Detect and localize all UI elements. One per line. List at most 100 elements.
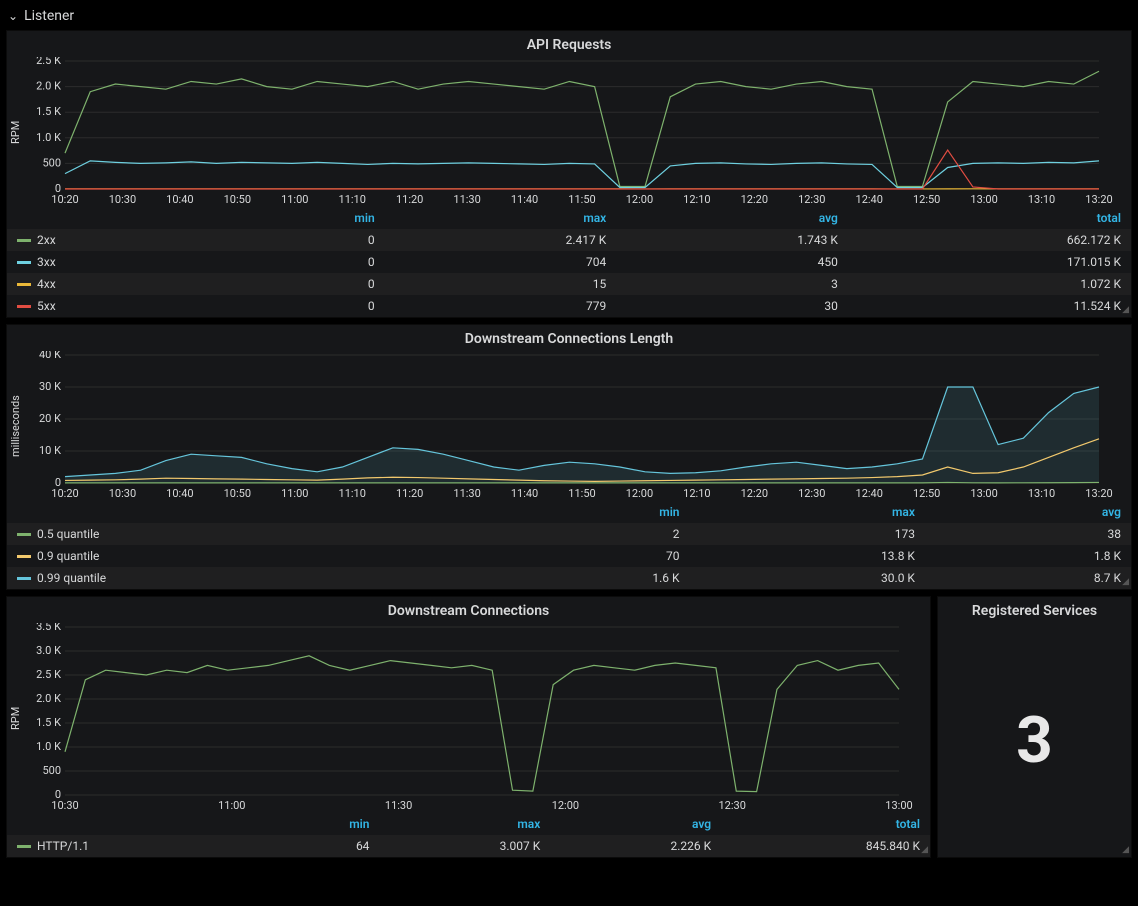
y-axis-label: milliseconds	[7, 351, 25, 501]
svg-text:10:20: 10:20	[51, 193, 78, 206]
panel-api-requests[interactable]: API Requests RPM 05001.0 K1.5 K2.0 K2.5 …	[6, 30, 1132, 318]
series-swatch	[17, 533, 31, 536]
svg-text:2.5 K: 2.5 K	[36, 668, 61, 681]
legend-header: avg	[550, 813, 721, 835]
resize-handle-icon[interactable]: ◢	[1122, 845, 1129, 855]
svg-text:3.5 K: 3.5 K	[36, 623, 61, 633]
svg-text:10:40: 10:40	[166, 193, 193, 206]
resize-handle-icon[interactable]: ◢	[1122, 305, 1129, 315]
svg-text:10:30: 10:30	[109, 487, 136, 500]
svg-text:11:00: 11:00	[281, 193, 308, 206]
series-label: 4xx	[37, 277, 56, 291]
legend-value: 779	[385, 295, 617, 317]
legend-row[interactable]: 0.5 quantile217338	[7, 523, 1131, 545]
svg-text:10 K: 10 K	[39, 444, 61, 457]
legend-row[interactable]: 2xx02.417 K1.743 K662.172 K	[7, 229, 1131, 251]
legend-row[interactable]: 3xx0704450171.015 K	[7, 251, 1131, 273]
chart-downstream-length[interactable]: 010 K20 K30 K40 K10:2010:3010:4010:5011:…	[25, 351, 1131, 501]
svg-text:40 K: 40 K	[39, 351, 61, 361]
panel-downstream-connections[interactable]: Downstream Connections RPM 05001.0 K1.5 …	[6, 596, 931, 858]
legend-value: 30	[616, 295, 848, 317]
svg-text:12:30: 12:30	[798, 487, 825, 500]
legend-table: minmaxavgtotal HTTP/1.1643.007 K2.226 K8…	[7, 813, 930, 857]
legend-value: 450	[616, 251, 848, 273]
legend-header: avg	[616, 207, 848, 229]
legend-header: min	[231, 207, 385, 229]
svg-text:10:30: 10:30	[109, 193, 136, 206]
resize-handle-icon[interactable]: ◢	[921, 845, 928, 855]
svg-text:11:20: 11:20	[396, 487, 423, 500]
svg-text:11:40: 11:40	[511, 487, 538, 500]
resize-handle-icon[interactable]: ◢	[1122, 577, 1129, 587]
svg-text:12:30: 12:30	[798, 193, 825, 206]
svg-text:1.5 K: 1.5 K	[36, 105, 61, 118]
legend-value: 3.007 K	[379, 835, 550, 857]
legend-value: 15	[385, 273, 617, 295]
svg-text:12:10: 12:10	[683, 487, 710, 500]
legend-value: 11.524 K	[848, 295, 1131, 317]
svg-text:13:10: 13:10	[1028, 487, 1055, 500]
svg-text:11:30: 11:30	[453, 487, 480, 500]
legend-table: minmaxavg 0.5 quantile2173380.9 quantile…	[7, 501, 1131, 589]
svg-text:11:00: 11:00	[218, 799, 245, 812]
svg-text:11:40: 11:40	[511, 193, 538, 206]
chart-downstream-connections[interactable]: 05001.0 K1.5 K2.0 K2.5 K3.0 K3.5 K10:301…	[25, 623, 930, 813]
svg-text:11:10: 11:10	[339, 193, 366, 206]
series-swatch	[17, 283, 31, 286]
legend-header: total	[848, 207, 1131, 229]
legend-row[interactable]: 4xx01531.072 K	[7, 273, 1131, 295]
legend-row[interactable]: 0.9 quantile7013.8 K1.8 K	[7, 545, 1131, 567]
svg-text:11:50: 11:50	[568, 193, 595, 206]
section-title: Listener	[24, 8, 74, 24]
legend-value: 70	[483, 545, 689, 567]
svg-text:11:30: 11:30	[385, 799, 412, 812]
y-axis-label: RPM	[7, 623, 25, 813]
series-label: 5xx	[37, 299, 56, 313]
svg-text:11:50: 11:50	[568, 487, 595, 500]
legend-row[interactable]: HTTP/1.1643.007 K2.226 K845.840 K	[7, 835, 930, 857]
svg-text:12:00: 12:00	[626, 487, 653, 500]
legend-value: 0	[231, 295, 385, 317]
svg-text:2.0 K: 2.0 K	[36, 80, 61, 93]
legend-value: 1.072 K	[848, 273, 1131, 295]
svg-text:3.0 K: 3.0 K	[36, 644, 61, 657]
svg-text:10:40: 10:40	[166, 487, 193, 500]
y-axis-label: RPM	[7, 57, 25, 207]
series-label: 0.5 quantile	[37, 527, 99, 541]
legend-row[interactable]: 0.99 quantile1.6 K30.0 K8.7 K	[7, 567, 1131, 589]
legend-value: 704	[385, 251, 617, 273]
legend-value: 173	[690, 523, 925, 545]
svg-text:1.0 K: 1.0 K	[36, 740, 61, 753]
singlestat-value: 3	[938, 623, 1131, 857]
series-label: HTTP/1.1	[37, 839, 89, 853]
legend-header: min	[266, 813, 379, 835]
section-header[interactable]: ⌄ Listener	[6, 4, 1132, 30]
series-swatch	[17, 239, 31, 242]
svg-text:12:30: 12:30	[718, 799, 745, 812]
panel-title: API Requests	[7, 31, 1131, 57]
svg-text:13:00: 13:00	[970, 487, 997, 500]
svg-text:10:20: 10:20	[51, 487, 78, 500]
svg-text:1.5 K: 1.5 K	[36, 716, 61, 729]
panel-downstream-length[interactable]: Downstream Connections Length millisecon…	[6, 324, 1132, 590]
legend-value: 30.0 K	[690, 567, 925, 589]
svg-text:500: 500	[42, 156, 61, 169]
svg-text:12:50: 12:50	[913, 193, 940, 206]
series-swatch	[17, 555, 31, 558]
svg-text:13:00: 13:00	[885, 799, 912, 812]
chart-api-requests[interactable]: 05001.0 K1.5 K2.0 K2.5 K10:2010:3010:401…	[25, 57, 1131, 207]
svg-text:13:20: 13:20	[1085, 487, 1112, 500]
legend-value: 845.840 K	[721, 835, 930, 857]
svg-text:2.5 K: 2.5 K	[36, 57, 61, 67]
svg-text:11:20: 11:20	[396, 193, 423, 206]
panel-registered-services[interactable]: Registered Services 3 ◢	[937, 596, 1132, 858]
legend-header: total	[721, 813, 930, 835]
legend-value: 0	[231, 229, 385, 251]
series-swatch	[17, 845, 31, 848]
svg-text:11:10: 11:10	[339, 487, 366, 500]
series-label: 0.99 quantile	[37, 571, 106, 585]
svg-text:10:30: 10:30	[51, 799, 78, 812]
series-label: 3xx	[37, 255, 56, 269]
legend-row[interactable]: 5xx 07793011.524 K	[7, 295, 1131, 317]
legend-header: min	[483, 501, 689, 523]
